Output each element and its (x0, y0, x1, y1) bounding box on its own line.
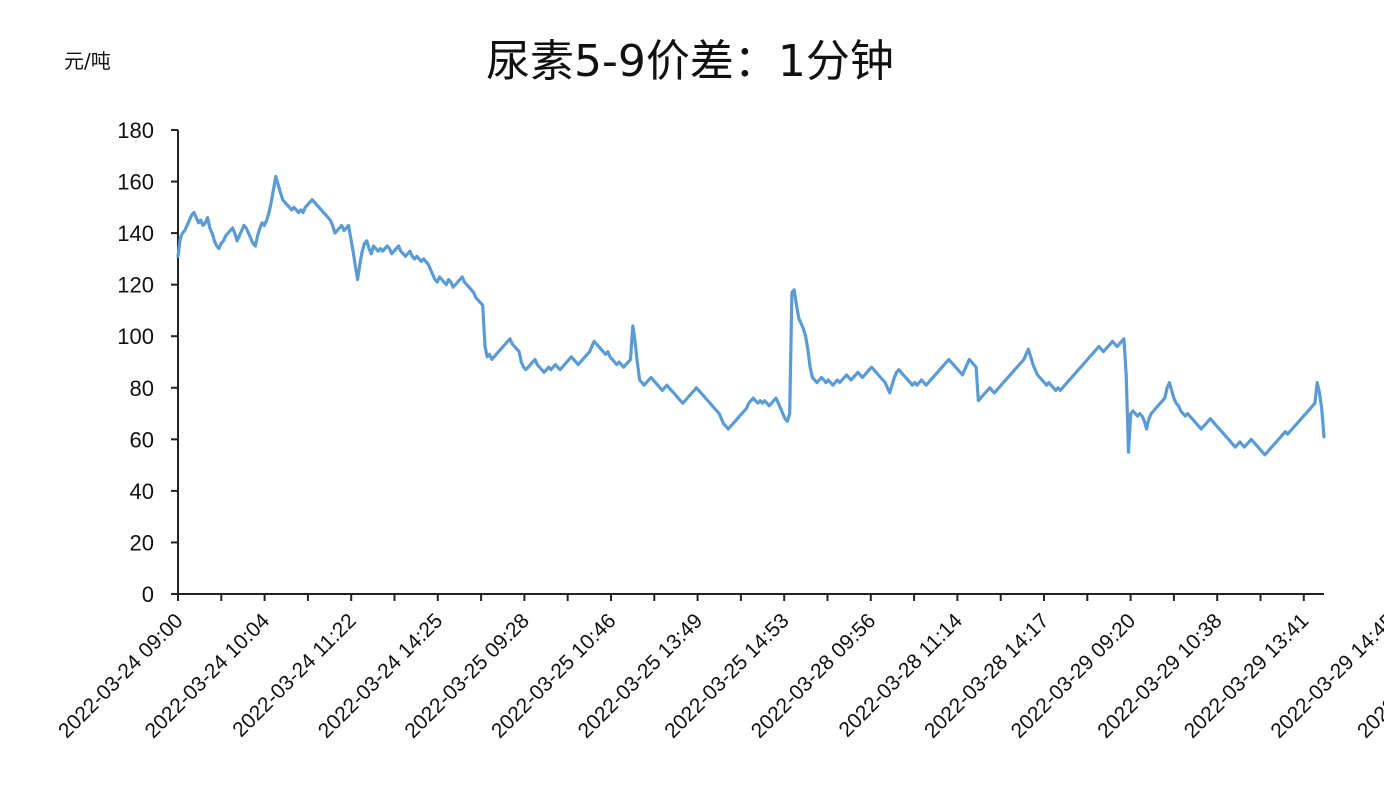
y-tick-label: 180 (117, 118, 154, 143)
y-tick-label: 0 (142, 582, 154, 607)
y-tick-label: 60 (130, 427, 154, 452)
y-tick-label: 140 (117, 221, 154, 246)
y-tick-label: 160 (117, 170, 154, 195)
y-unit-label: 元/吨 (64, 49, 111, 73)
y-tick-label: 40 (130, 479, 154, 504)
series-group (176, 174, 1326, 457)
y-tick-label: 120 (117, 273, 154, 298)
chart-title: 尿素5-9价差：1分钟 (486, 36, 894, 87)
y-tick-label: 80 (130, 376, 154, 401)
y-tick-label: 20 (130, 530, 154, 555)
y-tick-label: 100 (117, 324, 154, 349)
y-axis-ticks: 0 20 40 60 80 100 120 140 160 180 (117, 118, 178, 607)
series-line-0 (176, 174, 1326, 457)
